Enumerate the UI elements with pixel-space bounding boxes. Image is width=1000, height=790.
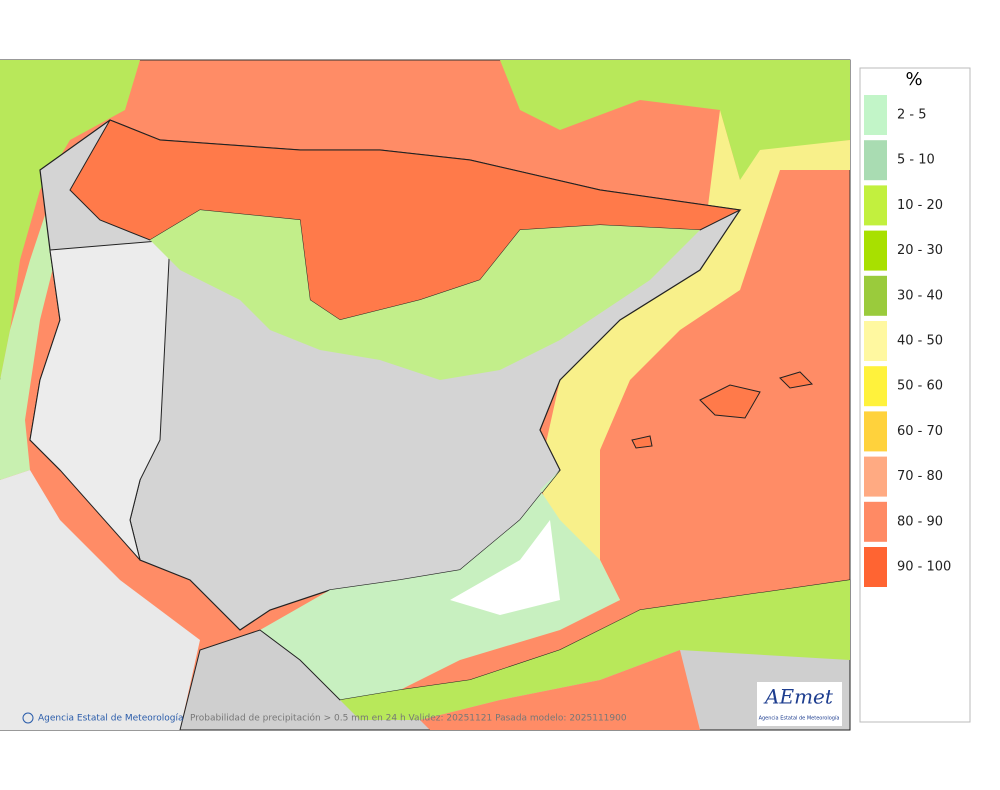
africa-prob-area [420, 650, 700, 730]
legend-label: 90 - 100 [897, 560, 951, 575]
legend-swatch [864, 456, 887, 497]
island [699, 384, 761, 419]
sea-area [450, 520, 560, 615]
legend-label: 2 - 5 [897, 108, 927, 123]
island [631, 435, 653, 449]
legend-label: 20 - 30 [897, 243, 943, 258]
legend-label: 80 - 90 [897, 514, 943, 529]
africa-prob-area [340, 580, 850, 720]
copyright-icon [22, 712, 34, 724]
caption: Probabilidad de precipitación > 0.5 mm e… [190, 713, 627, 724]
legend-swatch [864, 411, 887, 452]
legend-label: 40 - 50 [897, 334, 943, 349]
legend-swatch [864, 321, 887, 361]
legend-swatch [864, 230, 887, 271]
legend-label: 60 - 70 [897, 424, 943, 439]
island [779, 371, 814, 389]
sea-prob-area [0, 60, 140, 380]
north-mid-prob [150, 210, 700, 380]
legend-title: % [905, 69, 922, 90]
legend-label: 50 - 60 [897, 379, 943, 394]
legend-label: 10 - 20 [897, 198, 943, 213]
legend-swatch [864, 185, 887, 226]
legend-items: 2 - 5 5 - 10 10 - 20 20 - 30 30 - 40 40 - 50 5… [864, 95, 951, 587]
legend-swatch [864, 140, 887, 181]
legend-swatch [864, 275, 887, 316]
credit: Agencia Estatal de Meteorología [38, 714, 184, 724]
logo-subtitle: Agencia Estatal de Meteorología [759, 715, 840, 722]
legend-swatch [864, 366, 887, 407]
portugal-land [29, 239, 171, 561]
legend-label: 5 - 10 [897, 153, 935, 168]
legend-swatch [864, 547, 887, 587]
logo-text: AEmet [763, 685, 834, 709]
sea-prob-area [260, 470, 620, 700]
legend-label: 30 - 40 [897, 288, 943, 303]
logo-box [757, 682, 842, 726]
map [0, 59, 851, 731]
legend-swatch [864, 501, 887, 542]
legend-label: 70 - 80 [897, 469, 943, 484]
sea-area [0, 470, 200, 730]
legend-swatch [864, 95, 887, 135]
